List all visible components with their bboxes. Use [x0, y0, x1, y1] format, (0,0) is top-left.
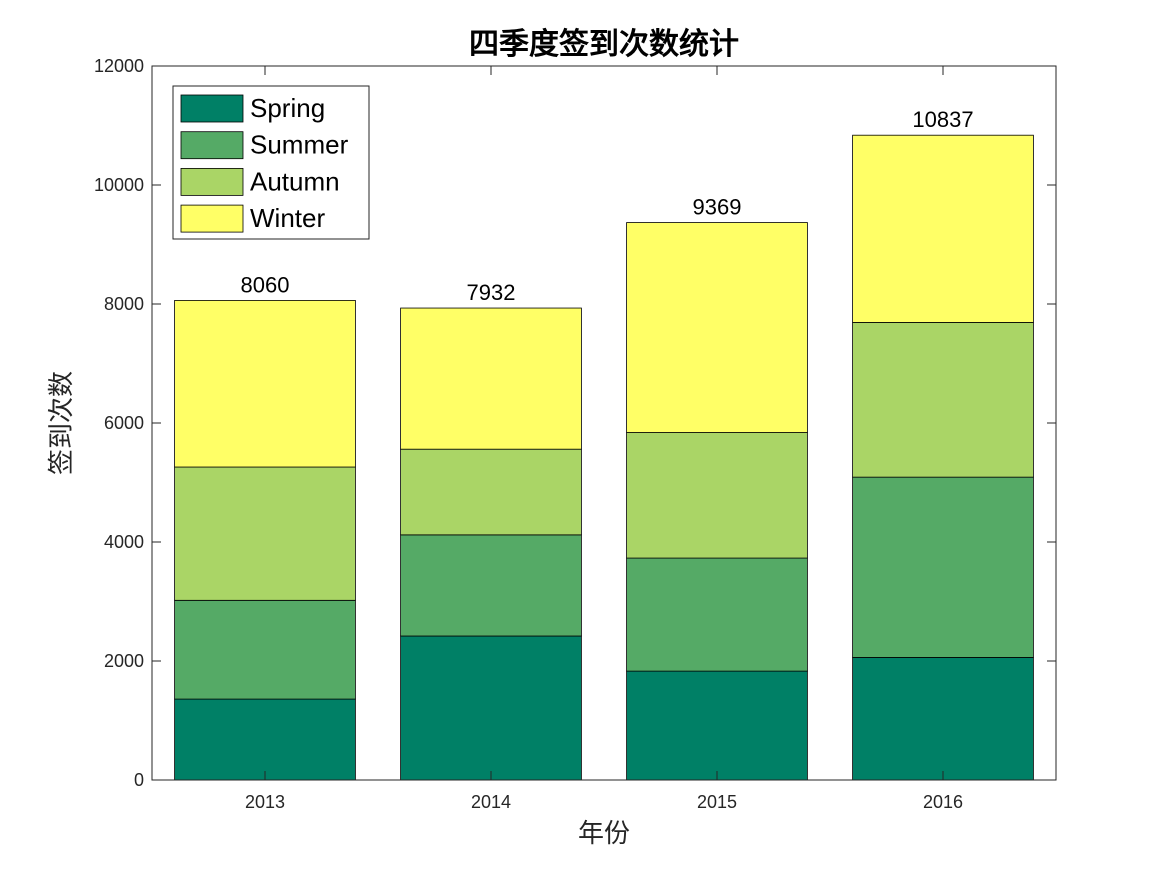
bar-summer-2013 — [174, 599, 356, 700]
y-tick-label-4000: 4000 — [104, 532, 144, 552]
ticks-layer: 2013 2014 2015 2016 0 2000 4000 6000 8000 10000 12… — [94, 56, 1056, 812]
bar-autumn-2013 — [174, 466, 356, 601]
y-tick-label-6000: 6000 — [104, 413, 144, 433]
legend-label-winter: Winter — [250, 203, 325, 233]
legend-swatch-autumn — [180, 167, 244, 196]
bar-spring-2016 — [852, 657, 1034, 781]
total-label-2015: 9369 — [693, 195, 742, 220]
legend-label-spring: Spring — [250, 93, 325, 123]
legend: Spring Summer Autumn Winter — [172, 85, 370, 240]
x-axis-label: 年份 — [578, 819, 630, 849]
chart-title: 四季度签到次数统计 — [469, 27, 739, 62]
bars-layer — [174, 134, 1034, 781]
legend-label-autumn: Autumn — [250, 166, 340, 196]
y-axis-label: 签到次数 — [47, 371, 77, 475]
legend-swatch-summer — [180, 131, 244, 160]
totals-layer: 8060 7932 9369 10837 — [241, 107, 974, 305]
y-tick-label-0: 0 — [134, 770, 144, 790]
bar-summer-2015 — [626, 557, 808, 672]
x-tick-label-2015: 2015 — [697, 792, 737, 812]
bar-spring-2014 — [400, 635, 582, 781]
bar-winter-2013 — [174, 300, 356, 468]
y-tick-label-10000: 10000 — [94, 175, 144, 195]
bar-summer-2014 — [400, 534, 582, 637]
x-tick-label-2014: 2014 — [471, 792, 511, 812]
total-label-2014: 7932 — [467, 280, 516, 305]
bar-autumn-2015 — [626, 432, 808, 559]
total-label-2016: 10837 — [912, 107, 973, 132]
y-tick-label-8000: 8000 — [104, 294, 144, 314]
bar-spring-2015 — [626, 670, 808, 781]
total-label-2013: 8060 — [241, 272, 290, 297]
bar-summer-2016 — [852, 476, 1034, 658]
bar-autumn-2014 — [400, 448, 582, 536]
y-tick-label-2000: 2000 — [104, 651, 144, 671]
legend-swatch-spring — [180, 94, 244, 123]
legend-swatch-winter — [180, 204, 244, 233]
y-tick-label-12000: 12000 — [94, 56, 144, 76]
x-tick-label-2016: 2016 — [923, 792, 963, 812]
legend-label-summer: Summer — [250, 130, 349, 160]
bar-winter-2016 — [852, 134, 1034, 323]
bar-winter-2014 — [400, 307, 582, 450]
x-tick-label-2013: 2013 — [245, 792, 285, 812]
bar-winter-2015 — [626, 222, 808, 433]
bar-spring-2013 — [174, 698, 356, 781]
bar-autumn-2016 — [852, 322, 1034, 478]
